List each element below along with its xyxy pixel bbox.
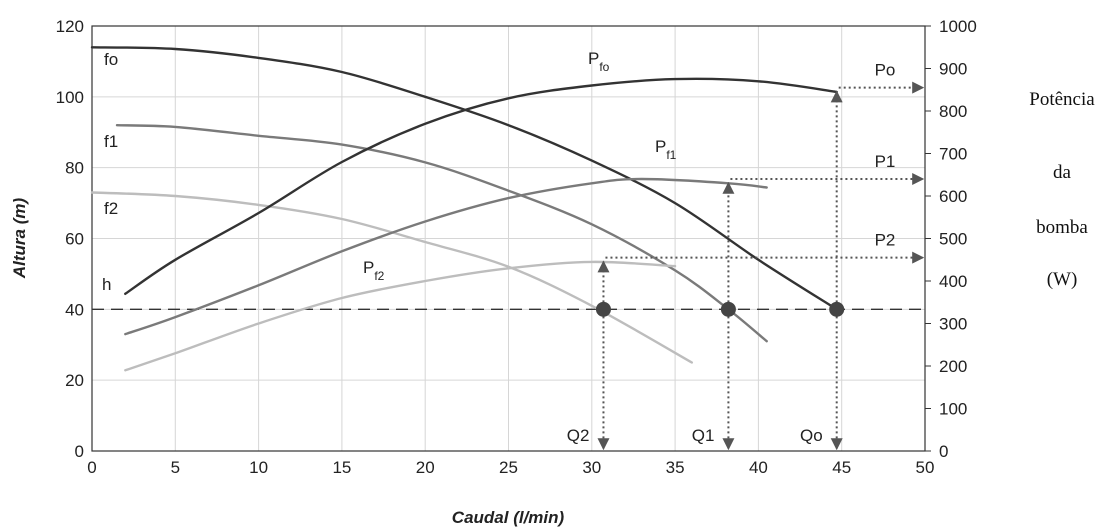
y2-tick-label: 800 bbox=[939, 102, 967, 121]
y-axis-title: Altura (m) bbox=[10, 198, 29, 280]
grid bbox=[91, 25, 926, 452]
power-curve-f2 bbox=[124, 260, 677, 372]
power-curve-label-f2: Pf2 bbox=[363, 258, 385, 283]
y2-tick-label: 500 bbox=[939, 230, 967, 249]
operating-point bbox=[595, 301, 611, 317]
x-tick-label: 0 bbox=[87, 458, 96, 477]
y2-tick-label: 100 bbox=[939, 400, 967, 419]
operating-point bbox=[829, 301, 845, 317]
secondary-axis-title-line-1: Potência bbox=[1029, 89, 1095, 110]
power-label: Po bbox=[875, 61, 896, 80]
y2-tick-label: 1000 bbox=[939, 17, 977, 36]
x-tick-label: 5 bbox=[171, 458, 180, 477]
x-tick-label: 35 bbox=[666, 458, 685, 477]
system-curve-label: h bbox=[102, 275, 111, 294]
head-curve-f1 bbox=[115, 124, 768, 343]
x-tick-label: 10 bbox=[249, 458, 268, 477]
x-axis-title: Caudal (l/min) bbox=[452, 508, 565, 527]
x-tick-label: 30 bbox=[582, 458, 601, 477]
y-tick-label: 100 bbox=[56, 88, 84, 107]
power-curve-label-fo: Pfo bbox=[588, 49, 610, 74]
flow-label: Q1 bbox=[692, 426, 715, 445]
x-tick-label: 15 bbox=[332, 458, 351, 477]
operating-point bbox=[720, 301, 736, 317]
x-tick-label: 40 bbox=[749, 458, 768, 477]
head-curve-fo bbox=[90, 46, 838, 311]
curves bbox=[90, 46, 838, 372]
x-tick-label: 20 bbox=[416, 458, 435, 477]
y-tick-label: 80 bbox=[65, 159, 84, 178]
x-tick-label: 25 bbox=[499, 458, 518, 477]
y2-tick-label: 400 bbox=[939, 272, 967, 291]
axis-ticks: 0 5 10 15 20 25 30 35 40 45 5002040608010012001002… bbox=[56, 17, 977, 477]
power-label: P1 bbox=[875, 152, 896, 171]
power-curve-fo bbox=[124, 77, 838, 295]
secondary-axis-title: Potência da bomba (W) bbox=[1029, 89, 1095, 290]
power-label: P2 bbox=[875, 231, 896, 250]
y-tick-label: 0 bbox=[75, 442, 84, 461]
y2-tick-label: 200 bbox=[939, 357, 967, 376]
y2-tick-label: 700 bbox=[939, 145, 967, 164]
secondary-axis-title-line-2: da bbox=[1053, 162, 1072, 183]
head-curve-label-fo: fo bbox=[104, 50, 118, 69]
y-tick-label: 40 bbox=[65, 300, 84, 319]
power-curve-f1 bbox=[124, 177, 768, 336]
head-curve-label-f2: f2 bbox=[104, 199, 118, 218]
secondary-axis-title-line-3: bomba bbox=[1036, 217, 1088, 238]
x-tick-label: 45 bbox=[832, 458, 851, 477]
system-curve: h bbox=[92, 275, 925, 311]
y-tick-label: 120 bbox=[56, 17, 84, 36]
y2-tick-label: 0 bbox=[939, 442, 948, 461]
y-tick-label: 20 bbox=[65, 371, 84, 390]
power-curve-label-f1: Pf1 bbox=[655, 137, 677, 162]
y2-tick-label: 300 bbox=[939, 315, 967, 334]
y-tick-label: 60 bbox=[65, 230, 84, 249]
y2-tick-label: 900 bbox=[939, 60, 967, 79]
head-curve-f2 bbox=[90, 191, 693, 364]
flow-label: Q2 bbox=[567, 426, 590, 445]
operating-markers bbox=[595, 81, 925, 451]
y2-tick-label: 600 bbox=[939, 187, 967, 206]
flow-label: Qo bbox=[800, 426, 823, 445]
x-tick-label: 50 bbox=[916, 458, 935, 477]
head-curve-label-f1: f1 bbox=[104, 132, 118, 151]
secondary-axis-title-line-4: (W) bbox=[1047, 269, 1078, 290]
curve-labels: fo f1 f2 Pfo Pf1 Pf2 Q2 P2 Q1 P1 Qo Po bbox=[104, 49, 895, 445]
